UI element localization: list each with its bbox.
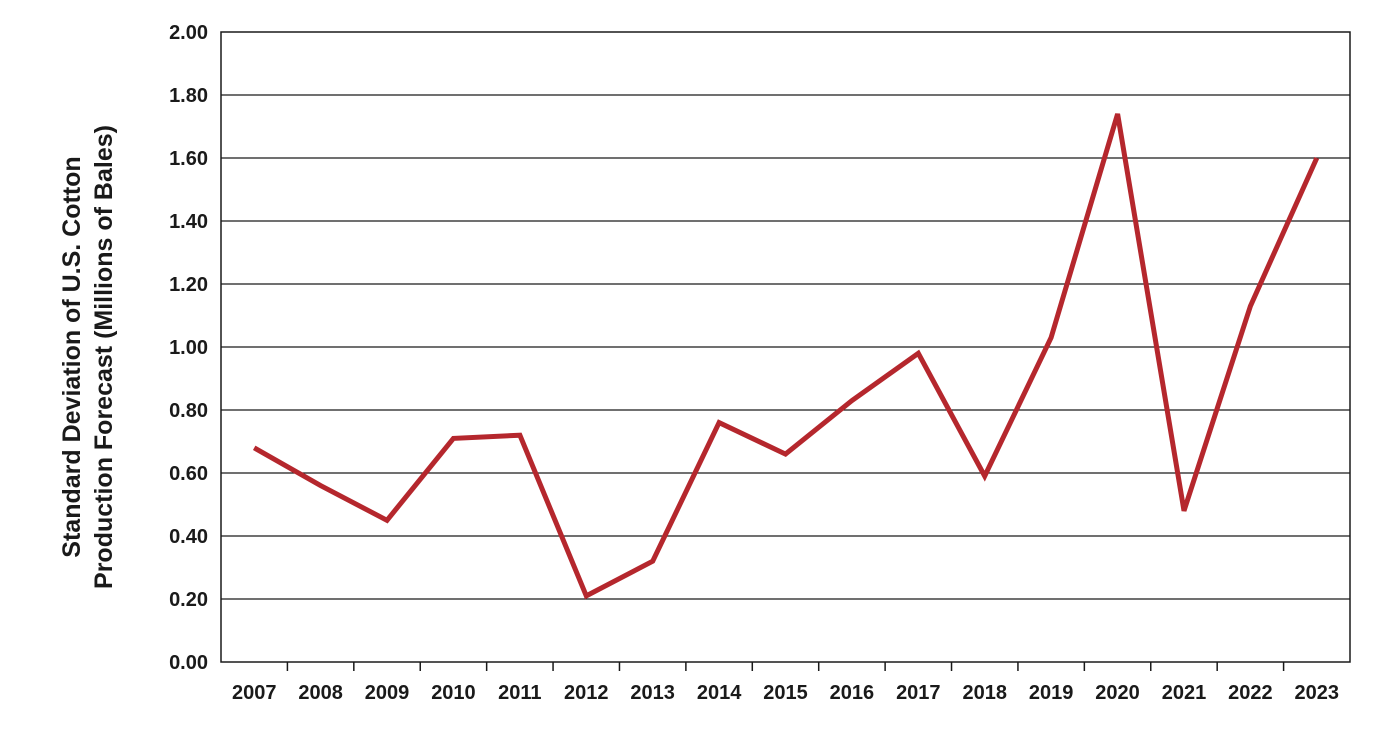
y-tick-label: 0.80 (169, 400, 208, 422)
plot-area-frame (220, 31, 1351, 663)
y-axis-title-line-1: Standard Deviation of U.S. Cotton (58, 156, 86, 557)
x-tick-label: 2022 (1228, 682, 1273, 704)
y-tick-label: 0.40 (169, 526, 208, 548)
x-tick-label: 2016 (830, 682, 875, 704)
x-axis-tick-labels: 2007 2008 2009 2010 2011 2012 2013 2014 2015 2016… (232, 682, 1339, 704)
y-tick-label: 2.00 (169, 22, 208, 44)
y-tick-label: 1.20 (169, 274, 208, 296)
x-tick-label: 2009 (365, 682, 410, 704)
x-tick-label: 2017 (896, 682, 941, 704)
y-tick-label: 0.00 (169, 652, 208, 674)
y-tick-label: 1.60 (169, 148, 208, 170)
x-tick-label: 2011 (498, 682, 541, 704)
y-axis-title-line-2: Production Forecast (Millions of Bales) (90, 125, 118, 589)
x-tick-label: 2013 (630, 682, 675, 704)
x-tick-label: 2014 (697, 682, 742, 704)
y-axis-tick-labels: 0.00 0.20 0.40 0.60 0.80 1.00 1.20 1.40 1.60 1.80… (169, 22, 208, 674)
x-tick-label: 2015 (763, 682, 808, 704)
x-axis-tick-marks (286, 662, 1285, 671)
y-tick-label: 1.40 (169, 211, 208, 233)
x-tick-label: 2021 (1162, 682, 1207, 704)
series-line (252, 113, 1320, 600)
x-tick-label: 2007 (232, 682, 277, 704)
y-tick-label: 1.00 (169, 337, 208, 359)
x-tick-label: 2020 (1095, 682, 1140, 704)
x-tick-label: 2012 (564, 682, 609, 704)
x-tick-label: 2010 (431, 682, 476, 704)
x-tick-label: 2019 (1029, 682, 1074, 704)
series-layer (252, 113, 1320, 600)
gridlines (221, 94, 1350, 600)
y-axis-title: Standard Deviation of U.S. Cotton Produc… (58, 125, 118, 589)
y-tick-label: 0.20 (169, 589, 208, 611)
x-tick-label: 2023 (1295, 682, 1340, 704)
x-tick-label: 2008 (298, 682, 343, 704)
x-tick-label: 2018 (962, 682, 1007, 704)
y-tick-label: 1.80 (169, 85, 208, 107)
y-tick-label: 0.60 (169, 463, 208, 485)
